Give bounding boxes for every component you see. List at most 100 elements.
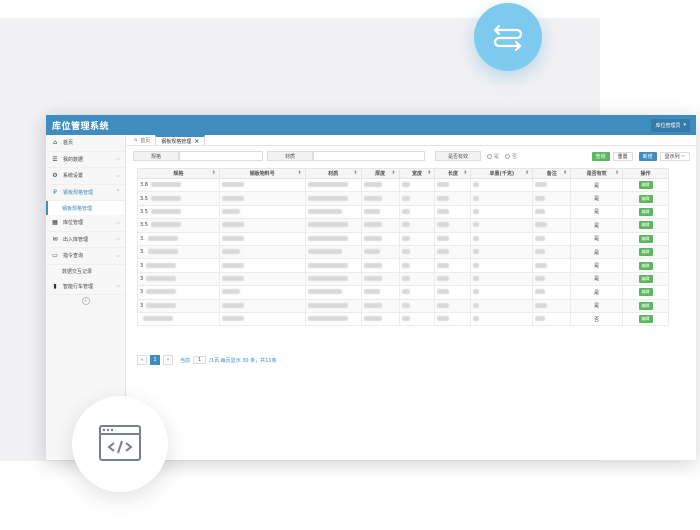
query-button[interactable]: 查询 <box>591 151 610 161</box>
chevron-down-icon: ⌵ <box>116 252 120 259</box>
columns-button-label: 显示列 <box>664 153 680 160</box>
radio-yes-label: 是 <box>494 153 500 160</box>
redacted-value <box>221 195 244 201</box>
columns-button[interactable]: 显示列 ⌵ <box>659 151 690 161</box>
edit-button[interactable]: 编辑 <box>638 207 653 216</box>
column-header[interactable]: 厚度 ⬍ <box>360 168 400 179</box>
table-row[interactable]: 3 是 编辑 <box>137 285 669 300</box>
table-cell: 是 <box>570 271 624 287</box>
column-header-label: 操作 <box>640 171 651 177</box>
spec-value: 3 <box>140 262 144 269</box>
sidebar-item-plate-spec[interactable]: ₽ 钢板规格管理 ⌃ <box>46 185 125 201</box>
sidebar-subitem-plate-spec[interactable]: 钢板规格管理 <box>46 201 125 215</box>
pagination: « 1 » 当前 1 /1页,每页显示 30 条，共11条 <box>137 355 277 365</box>
table-cell <box>398 231 436 246</box>
table-cell <box>304 285 362 300</box>
chevron-up-icon: ⌃ <box>115 189 120 196</box>
table-cell: 编辑 <box>622 231 669 246</box>
chevron-down-icon: ⌵ <box>116 156 120 163</box>
add-button[interactable]: 新增 <box>638 151 657 161</box>
next-page-button[interactable]: » <box>163 355 173 365</box>
spec-value: 3 <box>140 289 144 296</box>
redacted-value <box>437 262 450 268</box>
table-cell: 3 <box>137 298 220 313</box>
edit-button[interactable]: 编辑 <box>638 221 653 230</box>
reset-button[interactable]: 重置 <box>612 151 633 161</box>
spec-value: 3.5 <box>140 195 148 202</box>
table-row[interactable]: 3.8 是 编辑 <box>137 177 669 193</box>
sort-icon: ⬍ <box>614 170 620 176</box>
table-cell <box>434 177 472 193</box>
spec-input[interactable] <box>179 151 263 161</box>
close-icon[interactable]: × <box>194 137 200 145</box>
edit-button[interactable]: 编辑 <box>638 181 653 190</box>
table-cell <box>218 218 306 233</box>
user-menu[interactable]: 库位管理员 ▾ <box>651 118 690 132</box>
sync-icon-bubble <box>474 3 542 71</box>
sidebar-item-location[interactable]: ▦ 库位管理 ⌵ <box>46 215 125 232</box>
material-input[interactable] <box>313 151 425 161</box>
chevron-down-icon: ⌵ <box>116 236 120 243</box>
column-header[interactable]: 材质 ⬍ <box>304 168 362 179</box>
prev-page-button[interactable]: « <box>137 355 147 365</box>
table-cell <box>470 177 534 193</box>
collapse-sidebar-icon[interactable]: « <box>81 297 90 305</box>
spec-value: 3 <box>140 302 144 309</box>
sidebar-subitem-data-log[interactable]: 数据交互记录 <box>46 264 125 279</box>
column-header[interactable]: 宽度 ⬍ <box>398 168 436 179</box>
table-cell: 是 <box>570 191 624 206</box>
table-row[interactable]: 3. 是 编辑 <box>137 231 669 246</box>
radio-yes[interactable]: 是 <box>487 153 499 160</box>
redacted-value <box>437 182 450 188</box>
table-row[interactable]: 否 编辑 <box>137 311 669 327</box>
table-cell <box>360 298 400 313</box>
edit-button[interactable]: 编辑 <box>638 274 653 283</box>
table-cell <box>218 298 306 313</box>
redacted-value <box>363 289 380 295</box>
redacted-value <box>363 222 382 228</box>
table-row[interactable]: 3. 是 编辑 <box>137 244 669 260</box>
sidebar-item-home[interactable]: ⌂ 首页 <box>46 135 125 152</box>
page-number-input[interactable]: 1 <box>193 356 207 364</box>
tab-home[interactable]: ⌂ 首页 <box>129 135 155 145</box>
sidebar-item-crane[interactable]: ▮ 智能行车管理 ⌵ <box>46 279 125 295</box>
edit-button[interactable]: 编辑 <box>638 248 653 257</box>
redacted-value <box>473 208 480 214</box>
page-1-button[interactable]: 1 <box>150 355 160 365</box>
column-header[interactable]: 备注 ⬍ <box>532 168 572 179</box>
edit-button[interactable]: 编辑 <box>638 315 653 324</box>
radio-no[interactable]: 否 <box>505 153 517 160</box>
edit-button[interactable]: 编辑 <box>638 261 653 270</box>
sidebar-item-inout[interactable]: ✉ 出入库管理 ⌵ <box>46 232 125 248</box>
sidebar-item-label: 出入库管理 <box>63 236 89 243</box>
sidebar-item-settings[interactable]: ⚙ 系统设置 ⌵ <box>46 168 125 185</box>
table-row[interactable]: 3 是 编辑 <box>137 271 669 287</box>
tab-plate-spec[interactable]: 钢板规格管理 × <box>155 135 206 145</box>
table-cell <box>470 298 534 313</box>
edit-button[interactable]: 编辑 <box>638 234 653 243</box>
edit-button[interactable]: 编辑 <box>638 288 653 297</box>
edit-button[interactable]: 编辑 <box>638 301 653 310</box>
column-header[interactable]: 操作 <box>622 168 669 179</box>
sidebar-item-command-query[interactable]: ▭ 指令查询 ⌵ <box>46 248 125 265</box>
column-header[interactable]: 是否有效 ⬍ <box>570 168 624 179</box>
redacted-value <box>150 208 181 214</box>
column-header[interactable]: 规格 ⬍ <box>137 168 220 179</box>
spec-value: 3.8 <box>140 182 148 189</box>
column-header[interactable]: 长度 ⬍ <box>434 168 472 179</box>
chat-icon: ✉ <box>52 235 58 243</box>
sidebar-item-my-data[interactable]: ☰ 我的数据 ⌵ <box>46 152 125 168</box>
column-header[interactable]: 钢板物料号 ⬍ <box>218 168 306 179</box>
table-row[interactable]: 3.5 是 编辑 <box>137 204 669 220</box>
redacted-value <box>535 262 548 268</box>
table-cell <box>304 311 362 327</box>
table-row[interactable]: 3.5 是 编辑 <box>137 191 669 206</box>
table-row[interactable]: 3.5 是 编辑 <box>137 218 669 233</box>
table-row[interactable]: 3 是 编辑 <box>137 258 669 273</box>
redacted-value <box>307 249 342 255</box>
spec-value: 3. <box>140 249 145 256</box>
edit-button[interactable]: 编辑 <box>638 194 653 203</box>
table-row[interactable]: 3 是 编辑 <box>137 298 669 313</box>
chevron-down-icon: ⌵ <box>116 219 120 226</box>
column-header[interactable]: 单重(千克) ⬍ <box>470 168 534 179</box>
